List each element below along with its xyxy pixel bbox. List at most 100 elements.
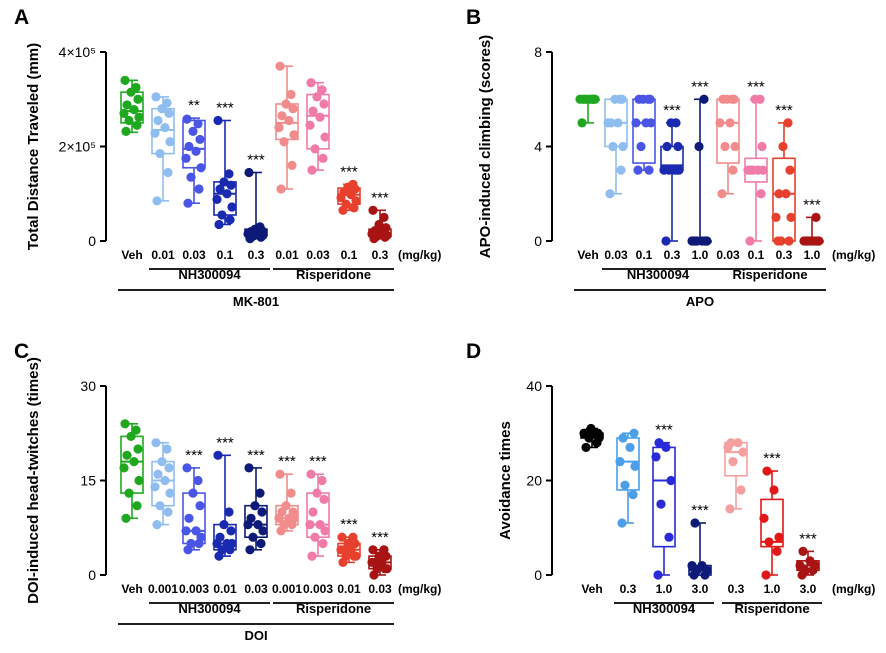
data-point: [281, 99, 291, 109]
data-point: [318, 153, 328, 163]
box-series: [799, 212, 824, 246]
box-series: [603, 94, 628, 199]
panel-d-avoidance-times: D 0 20 40 Avoidance times Veh 0.3 *** 1.0 *** 3.0 0…: [466, 340, 875, 616]
data-point: [222, 538, 232, 549]
data-point: [776, 236, 786, 246]
data-point: [783, 118, 793, 128]
data-point: [757, 141, 767, 152]
data-point: [755, 94, 765, 104]
data-point: [317, 475, 327, 486]
data-point: [606, 118, 616, 128]
box-series: [687, 94, 712, 246]
x-category-label: 0.3: [372, 248, 389, 262]
data-point: [605, 189, 615, 199]
x-category-label: 0.03: [604, 248, 628, 262]
y-tick-label: 8: [534, 44, 542, 60]
data-point: [628, 490, 638, 500]
box-series: [305, 469, 330, 561]
box-series: [119, 419, 144, 523]
box-series: [150, 92, 175, 206]
y-tick-label: 15: [80, 473, 96, 489]
data-point: [315, 112, 325, 122]
box-series: [631, 94, 656, 175]
data-point: [641, 118, 651, 128]
x-category-label: 0.3: [664, 248, 681, 262]
significance-marker: ***: [799, 530, 817, 547]
data-point: [257, 507, 267, 517]
data-point: [255, 488, 265, 498]
x-category-label: 0.01: [275, 248, 299, 262]
data-point: [119, 463, 129, 473]
data-point: [368, 545, 378, 555]
data-point: [312, 92, 322, 102]
significance-marker: ***: [247, 151, 265, 168]
data-point: [133, 444, 143, 454]
data-point: [306, 469, 316, 479]
data-point: [151, 92, 161, 102]
box-series: [274, 469, 299, 536]
x-category-label: 0.03: [244, 582, 268, 596]
significance-marker: ***: [803, 196, 821, 213]
box-series: [615, 428, 640, 528]
treatment-label: APO: [686, 294, 714, 309]
x-category-label: 0.01: [337, 582, 361, 596]
data-point: [774, 532, 784, 542]
data-point: [666, 475, 676, 486]
data-point: [152, 520, 162, 530]
box-series: [336, 179, 361, 215]
data-point: [608, 141, 618, 152]
x-category-label: 0.3: [776, 248, 793, 262]
significance-marker: ***: [309, 453, 327, 470]
data-point: [181, 526, 191, 536]
panel-c-doi-head-twitches: C 0 15 30 DOI-induced head-twitches (times) V…: [14, 340, 441, 643]
data-point: [157, 457, 167, 467]
data-point: [213, 115, 223, 126]
data-point: [771, 212, 781, 222]
panel-a-total-distance: A 0 2×10⁵ 4×10⁵ Total Distance Traveled (mm)…: [14, 6, 441, 309]
data-point: [120, 75, 130, 85]
significance-marker: ***: [278, 453, 296, 470]
data-point: [659, 165, 669, 175]
data-point: [630, 461, 640, 471]
data-point: [351, 196, 361, 206]
data-point: [284, 115, 294, 126]
box-series: [651, 438, 676, 580]
data-point: [134, 475, 144, 486]
data-point: [165, 137, 175, 147]
data-point: [155, 501, 165, 511]
box-series: [274, 61, 299, 194]
data-point: [759, 513, 769, 523]
unit-label: (mg/kg): [398, 582, 441, 596]
data-point: [151, 438, 161, 448]
data-point: [690, 236, 700, 246]
data-point: [286, 89, 296, 100]
y-tick-label: 4: [534, 139, 542, 155]
data-point: [374, 219, 384, 230]
data-point: [761, 570, 771, 580]
data-point: [289, 130, 299, 140]
data-point: [374, 551, 384, 561]
box-series: [336, 532, 361, 568]
data-point: [245, 545, 255, 555]
data-point: [805, 556, 815, 566]
data-point: [131, 82, 141, 93]
data-point: [212, 194, 222, 205]
data-point: [279, 520, 289, 530]
data-point: [379, 545, 389, 555]
x-category-label: 0.1: [636, 248, 653, 262]
box-series: [181, 463, 206, 555]
group-label: NH300094: [633, 601, 696, 616]
data-point: [305, 120, 315, 130]
data-point: [644, 165, 654, 175]
y-tick-label: 2×10⁵: [59, 139, 96, 155]
data-point: [762, 466, 772, 476]
data-point: [183, 198, 193, 208]
data-point: [308, 106, 318, 116]
data-point: [191, 146, 201, 156]
data-point: [193, 475, 203, 486]
significance-marker: ***: [185, 447, 203, 464]
data-point: [193, 119, 203, 129]
significance-marker: ***: [340, 516, 358, 533]
data-point: [164, 108, 174, 119]
significance-marker: ***: [216, 434, 234, 451]
